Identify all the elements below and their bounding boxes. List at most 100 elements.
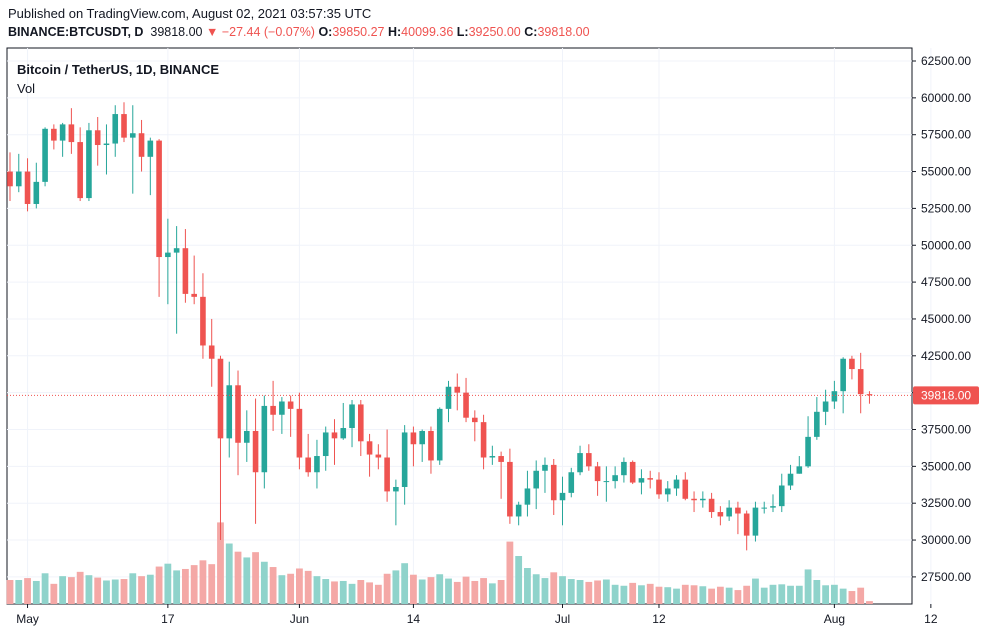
candle-body[interactable] bbox=[147, 140, 154, 157]
candle-body[interactable] bbox=[796, 466, 803, 474]
candle-body[interactable] bbox=[603, 481, 610, 483]
candle-body[interactable] bbox=[401, 432, 408, 487]
candle-body[interactable] bbox=[831, 391, 838, 402]
candle-body[interactable] bbox=[165, 252, 171, 258]
candle-body[interactable] bbox=[138, 133, 145, 157]
candle-body[interactable] bbox=[94, 130, 101, 146]
candle-body[interactable] bbox=[349, 404, 355, 429]
candle-body[interactable] bbox=[594, 466, 601, 482]
candle-body[interactable] bbox=[577, 453, 583, 473]
candle-body[interactable] bbox=[664, 488, 671, 495]
candle-body[interactable] bbox=[550, 464, 557, 501]
candle-body[interactable] bbox=[235, 385, 241, 443]
candle-body[interactable] bbox=[252, 430, 259, 473]
candle-body[interactable] bbox=[735, 507, 741, 514]
candle-body[interactable] bbox=[559, 492, 566, 501]
candle-body[interactable] bbox=[612, 475, 618, 482]
candle-body[interactable] bbox=[156, 140, 162, 258]
candle-body[interactable] bbox=[384, 457, 390, 492]
candle-body[interactable] bbox=[752, 507, 759, 536]
candle-body[interactable] bbox=[182, 248, 189, 294]
candle-body[interactable] bbox=[103, 143, 110, 146]
candle-body[interactable] bbox=[375, 454, 382, 458]
candle-body[interactable] bbox=[489, 456, 496, 458]
candle-body[interactable] bbox=[638, 478, 645, 483]
candle-body[interactable] bbox=[77, 142, 83, 199]
candle-body[interactable] bbox=[498, 456, 504, 462]
candle-body[interactable] bbox=[656, 479, 662, 495]
candle-body[interactable] bbox=[629, 461, 636, 483]
candle-body[interactable] bbox=[200, 296, 206, 346]
candle-body[interactable] bbox=[86, 130, 92, 199]
candle-body[interactable] bbox=[507, 461, 513, 517]
candle-body[interactable] bbox=[340, 428, 347, 439]
candle-body[interactable] bbox=[691, 498, 697, 501]
candle-body[interactable] bbox=[33, 181, 40, 204]
candle-body[interactable] bbox=[68, 124, 75, 143]
candle-body[interactable] bbox=[243, 430, 250, 443]
candle-body[interactable] bbox=[647, 478, 654, 480]
candle-body[interactable] bbox=[270, 405, 276, 415]
candle-body[interactable] bbox=[708, 498, 715, 513]
candle-body[interactable] bbox=[7, 171, 13, 187]
candle-body[interactable] bbox=[393, 486, 399, 492]
candle-body[interactable] bbox=[15, 171, 22, 187]
candle-body[interactable] bbox=[524, 488, 531, 505]
candle-body[interactable] bbox=[173, 248, 180, 253]
candle-body[interactable] bbox=[463, 392, 469, 418]
candle-body[interactable] bbox=[778, 485, 785, 507]
candle-body[interactable] bbox=[436, 408, 443, 461]
candle-body[interactable] bbox=[770, 506, 776, 508]
candle-body[interactable] bbox=[805, 436, 811, 467]
candle-body[interactable] bbox=[42, 128, 48, 182]
candle-body[interactable] bbox=[480, 422, 487, 458]
price-axis[interactable]: 62500.00 60000.00 57500.00 55000.00 52500.00… bbox=[912, 54, 971, 584]
candle-body[interactable] bbox=[322, 432, 329, 457]
candle-body[interactable] bbox=[726, 507, 732, 517]
candle-body[interactable] bbox=[866, 394, 873, 396]
candle-body[interactable] bbox=[112, 114, 119, 144]
candle-body[interactable] bbox=[787, 473, 794, 486]
candle-body[interactable] bbox=[586, 453, 592, 467]
candle-body[interactable] bbox=[366, 441, 373, 455]
candle-body[interactable] bbox=[24, 171, 31, 204]
candle-body[interactable] bbox=[717, 512, 724, 517]
candle-body[interactable] bbox=[700, 498, 706, 501]
candle-body[interactable] bbox=[533, 470, 539, 489]
candle-body[interactable] bbox=[761, 507, 768, 509]
candle-body[interactable] bbox=[857, 369, 864, 395]
candle-body[interactable] bbox=[673, 479, 680, 489]
candle-body[interactable] bbox=[472, 417, 478, 423]
candle-body[interactable] bbox=[305, 457, 311, 473]
candle-body[interactable] bbox=[261, 405, 268, 473]
candle-body[interactable] bbox=[331, 432, 338, 439]
candle-body[interactable] bbox=[121, 114, 127, 138]
candle-body[interactable] bbox=[822, 401, 829, 412]
candle-body[interactable] bbox=[51, 128, 57, 141]
candle-body[interactable] bbox=[287, 401, 294, 409]
candle-body[interactable] bbox=[621, 461, 627, 476]
candle-body[interactable] bbox=[542, 464, 548, 471]
candle-body[interactable] bbox=[59, 124, 66, 141]
candle-body[interactable] bbox=[296, 408, 303, 458]
candle-body[interactable] bbox=[410, 432, 417, 445]
candle-body[interactable] bbox=[515, 504, 522, 517]
candle-body[interactable] bbox=[428, 430, 434, 461]
candle-body[interactable] bbox=[314, 456, 320, 473]
candle-body[interactable] bbox=[568, 472, 575, 493]
candle-body[interactable] bbox=[279, 401, 285, 415]
candle-body[interactable] bbox=[208, 345, 215, 359]
candle-body[interactable] bbox=[849, 358, 855, 370]
candle-body[interactable] bbox=[445, 386, 452, 409]
candle-body[interactable] bbox=[454, 386, 461, 393]
candle-body[interactable] bbox=[419, 430, 425, 445]
candle-body[interactable] bbox=[840, 358, 846, 392]
candle-body[interactable] bbox=[217, 358, 224, 439]
time-axis[interactable]: May 17 Jun 14 Jul 12 Aug 12 bbox=[16, 604, 938, 626]
candle-body[interactable] bbox=[682, 479, 689, 499]
candle-body[interactable] bbox=[226, 385, 233, 439]
candle-body[interactable] bbox=[358, 404, 364, 442]
candle-body[interactable] bbox=[191, 293, 197, 297]
candle-body[interactable] bbox=[814, 411, 820, 437]
